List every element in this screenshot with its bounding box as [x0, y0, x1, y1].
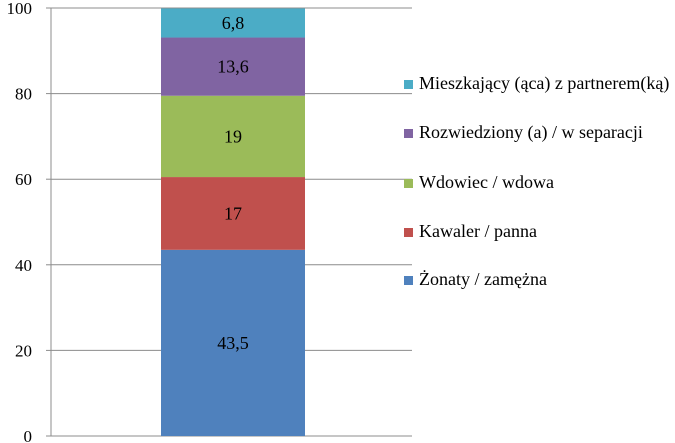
data-label-3: 13,6 [217, 57, 249, 77]
data-label-0: 43,5 [217, 333, 249, 353]
bar-segments [161, 8, 305, 436]
y-tick-label-0: 0 [24, 427, 33, 443]
bar-segment-2 [161, 95, 305, 178]
legend-swatch [404, 276, 413, 285]
legend-label: Kawaler / panna [419, 221, 537, 241]
y-tick-label-100: 100 [7, 0, 33, 18]
legend-label: Żonaty / zamężna [419, 269, 547, 289]
data-label-2: 19 [224, 126, 242, 146]
y-tick-label-60: 60 [15, 170, 32, 189]
y-tick-label-80: 80 [15, 85, 32, 104]
legend-item-1: Kawaler / panna [404, 222, 674, 241]
data-labels: 43,5 17 19 13,6 6,8 [217, 13, 249, 353]
legend-item-0: Żonaty / zamężna [404, 270, 674, 289]
bar-segment-4 [161, 8, 305, 38]
legend-item-3: Rozwiedziony (a) / w separacji [404, 123, 674, 142]
y-tick-label-40: 40 [15, 256, 32, 275]
legend-item-2: Wdowiec / wdowa [404, 173, 674, 192]
bar-segment-3 [161, 37, 305, 96]
legend-swatch [404, 129, 413, 138]
y-axis-ticks: 0 20 40 60 80 100 [7, 0, 51, 443]
legend-swatch [404, 228, 413, 237]
y-tick-label-20: 20 [15, 341, 32, 360]
bar-segment-0 [161, 249, 305, 436]
legend-label: Wdowiec / wdowa [419, 172, 554, 192]
legend-item-4: Mieszkający (ąca) z partnerem(ką) [404, 74, 674, 93]
data-label-4: 6,8 [222, 13, 245, 33]
legend-label: Rozwiedziony (a) / w separacji [419, 122, 643, 142]
data-label-1: 17 [224, 203, 242, 223]
bar-segment-1 [161, 177, 305, 250]
legend-swatch [404, 179, 413, 188]
legend-label: Mieszkający (ąca) z partnerem(ką) [419, 73, 670, 93]
legend-swatch [404, 80, 413, 89]
